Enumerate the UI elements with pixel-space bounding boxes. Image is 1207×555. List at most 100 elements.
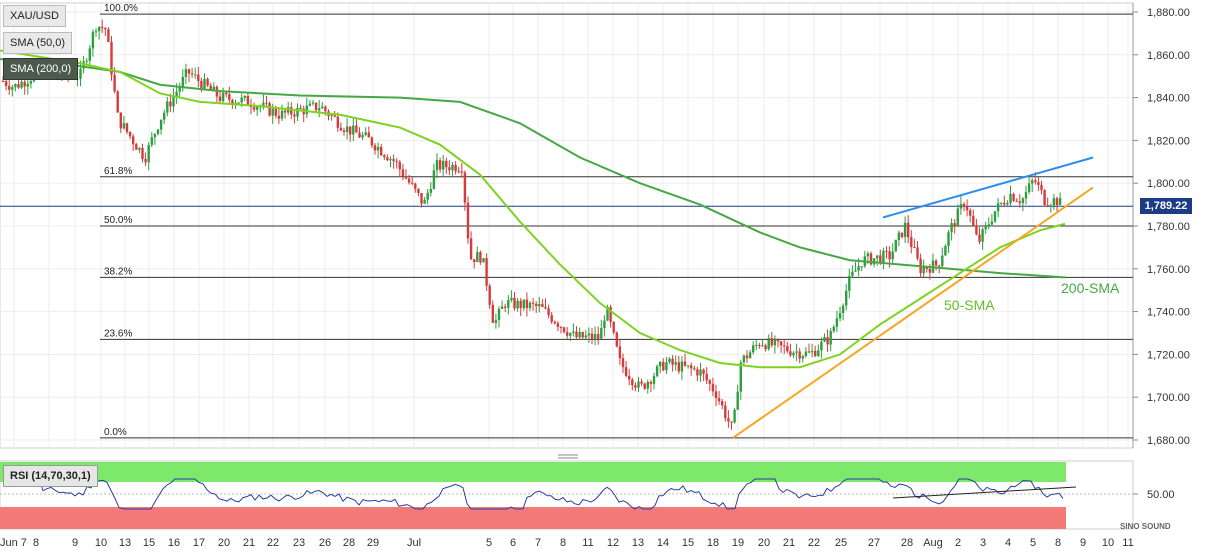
- x-tick-label: 6: [510, 537, 516, 549]
- candle-body: [1000, 202, 1003, 204]
- candle-body: [494, 319, 498, 323]
- candle-body: [646, 381, 649, 389]
- candle-body: [330, 115, 333, 117]
- rsi-legend[interactable]: RSI (14,70,30,1): [3, 465, 98, 487]
- candle-body: [107, 29, 110, 43]
- candle-body: [398, 162, 401, 170]
- x-tick-label: 21: [783, 537, 795, 549]
- candle-body: [197, 74, 200, 81]
- candle-body: [20, 81, 23, 88]
- candle-body: [1058, 198, 1062, 206]
- candle-body: [228, 94, 231, 100]
- candle-body: [789, 351, 792, 356]
- watermark: SINO SOUND: [1120, 522, 1171, 531]
- candle-body: [1, 81, 5, 83]
- candle-body: [488, 285, 491, 305]
- candle-body: [23, 81, 26, 87]
- candle-body: [268, 103, 271, 116]
- candle-body: [835, 318, 839, 327]
- candle-body: [119, 112, 122, 129]
- candle-body: [814, 350, 817, 357]
- symbol-label[interactable]: XAU/USD: [3, 5, 66, 27]
- candle-body: [807, 351, 811, 353]
- candle-body: [513, 297, 516, 309]
- support-trendline: [732, 186, 1094, 439]
- x-tick-label: Jun 7: [0, 537, 27, 549]
- candle-body: [758, 344, 761, 346]
- y-tick-label: 1,780.00: [1147, 221, 1190, 233]
- candle-body: [135, 144, 138, 150]
- candle-body: [407, 178, 411, 183]
- candle-body: [466, 202, 470, 239]
- candle-body: [531, 302, 535, 304]
- candle-body: [1012, 193, 1015, 201]
- fib-label: 0.0%: [104, 427, 127, 438]
- x-tick-label: 18: [707, 537, 719, 549]
- candle-body: [683, 361, 687, 366]
- candle-body: [342, 130, 346, 132]
- candle-body: [851, 271, 854, 276]
- y-tick-label: 1,860.00: [1147, 50, 1190, 62]
- candle-body: [110, 42, 113, 75]
- candle-body: [721, 401, 724, 406]
- x-tick-label: 19: [732, 537, 744, 549]
- candle-body: [138, 147, 141, 150]
- candle-body: [671, 358, 674, 365]
- x-tick-label: 28: [901, 537, 913, 549]
- candle-body: [473, 259, 476, 263]
- candle-body: [395, 161, 398, 163]
- candle-body: [659, 361, 662, 367]
- x-tick-label: 15: [143, 537, 155, 549]
- candle-body: [85, 60, 88, 62]
- candle-body: [953, 223, 956, 226]
- sma50-legend[interactable]: SMA (50,0): [3, 32, 73, 54]
- candle-body: [900, 232, 904, 238]
- candle-body: [702, 369, 705, 374]
- candle-body: [1003, 202, 1006, 205]
- candle-body: [88, 48, 91, 61]
- candle-body: [423, 199, 426, 204]
- candle-body: [237, 102, 240, 104]
- candle-body: [792, 352, 795, 356]
- candle-body: [417, 188, 420, 194]
- x-tick-label: 22: [808, 537, 820, 549]
- candle-body: [736, 391, 739, 410]
- fib-label: 61.8%: [104, 166, 132, 177]
- candle-body: [628, 375, 631, 380]
- candle-body: [122, 123, 126, 129]
- candle-body: [231, 99, 234, 105]
- candle-body: [79, 68, 82, 79]
- candle-body: [476, 252, 479, 263]
- sma200-legend[interactable]: SMA (200,0): [3, 58, 79, 80]
- candle-body: [482, 258, 485, 263]
- candle-body: [727, 418, 730, 422]
- candle-body: [432, 170, 436, 189]
- candle-body: [795, 351, 798, 353]
- candle-body: [271, 108, 274, 116]
- y-tick-label: 1,840.00: [1147, 93, 1190, 105]
- candle-body: [460, 171, 463, 173]
- candle-body: [891, 251, 894, 260]
- rsi-trendline: [892, 486, 1077, 499]
- x-tick-label: 16: [168, 537, 180, 549]
- candle-body: [981, 229, 984, 242]
- x-tick-label: 29: [367, 537, 379, 549]
- y-tick-label: 1,800.00: [1147, 178, 1190, 190]
- candle-body: [538, 304, 541, 307]
- candle-body: [352, 125, 355, 135]
- y-tick-label: 1,720.00: [1147, 349, 1190, 361]
- candle-body: [609, 307, 612, 322]
- candle-body: [956, 208, 959, 226]
- candle-body: [913, 247, 916, 249]
- candle-body: [690, 365, 693, 369]
- candle-body: [969, 210, 972, 216]
- candle-body: [311, 102, 315, 104]
- candle-body: [755, 344, 758, 346]
- candle-body: [153, 133, 157, 138]
- candle-body: [528, 302, 532, 309]
- candle-body: [894, 239, 897, 252]
- candle-body: [783, 345, 786, 347]
- sma200-line: [0, 58, 1066, 279]
- candle-body: [4, 81, 8, 86]
- candle-body: [265, 102, 268, 104]
